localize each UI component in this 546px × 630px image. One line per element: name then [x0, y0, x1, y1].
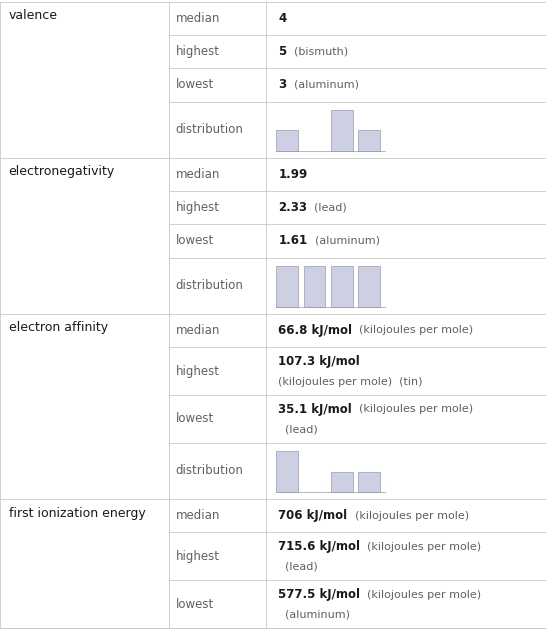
Text: 66.8 kJ/mol: 66.8 kJ/mol [278, 324, 353, 337]
Bar [358, 130, 380, 151]
Text: (lead): (lead) [278, 562, 318, 572]
Text: (kilojoules per mole)  (tin): (kilojoules per mole) (tin) [278, 377, 423, 387]
Text: (kilojoules per mole): (kilojoules per mole) [360, 542, 482, 552]
Text: highest: highest [176, 365, 220, 377]
Text: 4: 4 [278, 12, 287, 25]
Text: (aluminum): (aluminum) [307, 236, 379, 246]
Text: electron affinity: electron affinity [9, 321, 108, 335]
Text: lowest: lowest [176, 413, 214, 425]
Text: highest: highest [176, 550, 220, 563]
Text: lowest: lowest [176, 234, 214, 248]
Text: 577.5 kJ/mol: 577.5 kJ/mol [278, 588, 360, 601]
Text: (lead): (lead) [307, 203, 347, 213]
Text: (kilojoules per mole): (kilojoules per mole) [360, 590, 482, 600]
Text: (kilojoules per mole): (kilojoules per mole) [352, 404, 473, 415]
Bar [358, 266, 380, 307]
Bar [276, 266, 298, 307]
Text: distribution: distribution [176, 279, 244, 292]
Text: 2.33: 2.33 [278, 201, 307, 214]
Text: 715.6 kJ/mol: 715.6 kJ/mol [278, 541, 360, 553]
Text: 35.1 kJ/mol: 35.1 kJ/mol [278, 403, 352, 416]
Text: distribution: distribution [176, 464, 244, 478]
Text: lowest: lowest [176, 598, 214, 610]
Text: distribution: distribution [176, 123, 244, 136]
Text: 1.99: 1.99 [278, 168, 308, 181]
Text: 1.61: 1.61 [278, 234, 307, 248]
Text: first ionization energy: first ionization energy [9, 507, 145, 520]
Bar [304, 266, 325, 307]
Bar [276, 130, 298, 151]
Text: electronegativity: electronegativity [9, 166, 115, 178]
Bar [358, 471, 380, 492]
Text: 107.3 kJ/mol: 107.3 kJ/mol [278, 355, 360, 368]
Bar [331, 266, 353, 307]
Text: (kilojoules per mole): (kilojoules per mole) [353, 326, 473, 336]
Bar [276, 451, 298, 492]
Text: median: median [176, 12, 220, 25]
Text: lowest: lowest [176, 79, 214, 91]
Text: 5: 5 [278, 45, 287, 58]
Text: (aluminum): (aluminum) [287, 80, 359, 90]
Bar [331, 471, 353, 492]
Bar [331, 110, 353, 151]
Text: (aluminum): (aluminum) [278, 610, 351, 620]
Text: 706 kJ/mol: 706 kJ/mol [278, 509, 348, 522]
Text: median: median [176, 509, 220, 522]
Text: highest: highest [176, 45, 220, 58]
Text: highest: highest [176, 201, 220, 214]
Text: median: median [176, 324, 220, 337]
Text: valence: valence [9, 9, 58, 23]
Text: (kilojoules per mole): (kilojoules per mole) [348, 511, 468, 521]
Text: (lead): (lead) [278, 425, 318, 435]
Text: median: median [176, 168, 220, 181]
Text: (bismuth): (bismuth) [287, 47, 348, 57]
Text: 3: 3 [278, 79, 287, 91]
